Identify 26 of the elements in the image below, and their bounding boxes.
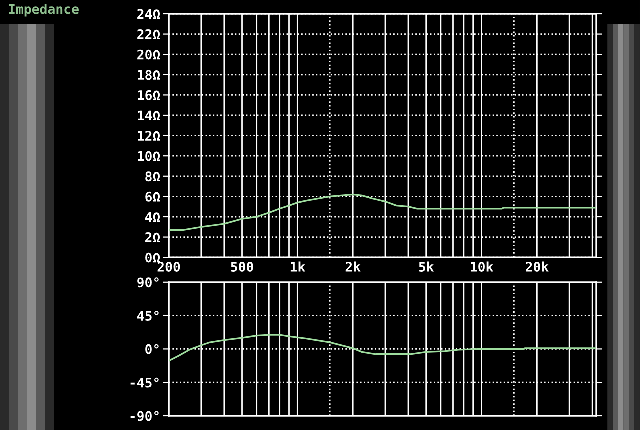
y-tick-label: 8Ω [146, 172, 160, 182]
y-tick-label: 45° [137, 311, 159, 321]
text: Impedance [9, 4, 79, 17]
y-tick-label: -90° [130, 411, 159, 422]
y-tick-label: 14Ω [138, 110, 160, 121]
y-tick-label: 20Ω [138, 50, 160, 60]
y-tick-label: -45° [130, 378, 159, 388]
y-tick-label: 6Ω [146, 192, 160, 202]
y-tick-label: 10Ω [138, 151, 160, 162]
x-tick-label: 10k [471, 262, 494, 272]
x-tick-label: 200 [158, 262, 180, 272]
x-tick-label: 1k [290, 262, 306, 272]
y-tick-label: 2Ω [146, 232, 160, 242]
y-tick-label: 90° [138, 278, 159, 288]
x-tick-label: 2k [346, 262, 361, 272]
y-tick-label: 0Ω [146, 252, 160, 263]
x-tick-label: 5k [419, 262, 434, 272]
y-tick-label: 16Ω [138, 90, 160, 100]
y-tick-label: 12Ω [138, 131, 160, 141]
y-tick-label: 24Ω [138, 9, 160, 20]
y-tick-label: 18Ω [138, 70, 160, 80]
y-tick-label: 22Ω [138, 30, 160, 40]
x-tick-label: 20k [526, 262, 549, 272]
y-tick-label: 4Ω [145, 212, 160, 222]
y-tick-label: 0° [146, 344, 159, 354]
x-tick-label: 500 [231, 262, 254, 272]
